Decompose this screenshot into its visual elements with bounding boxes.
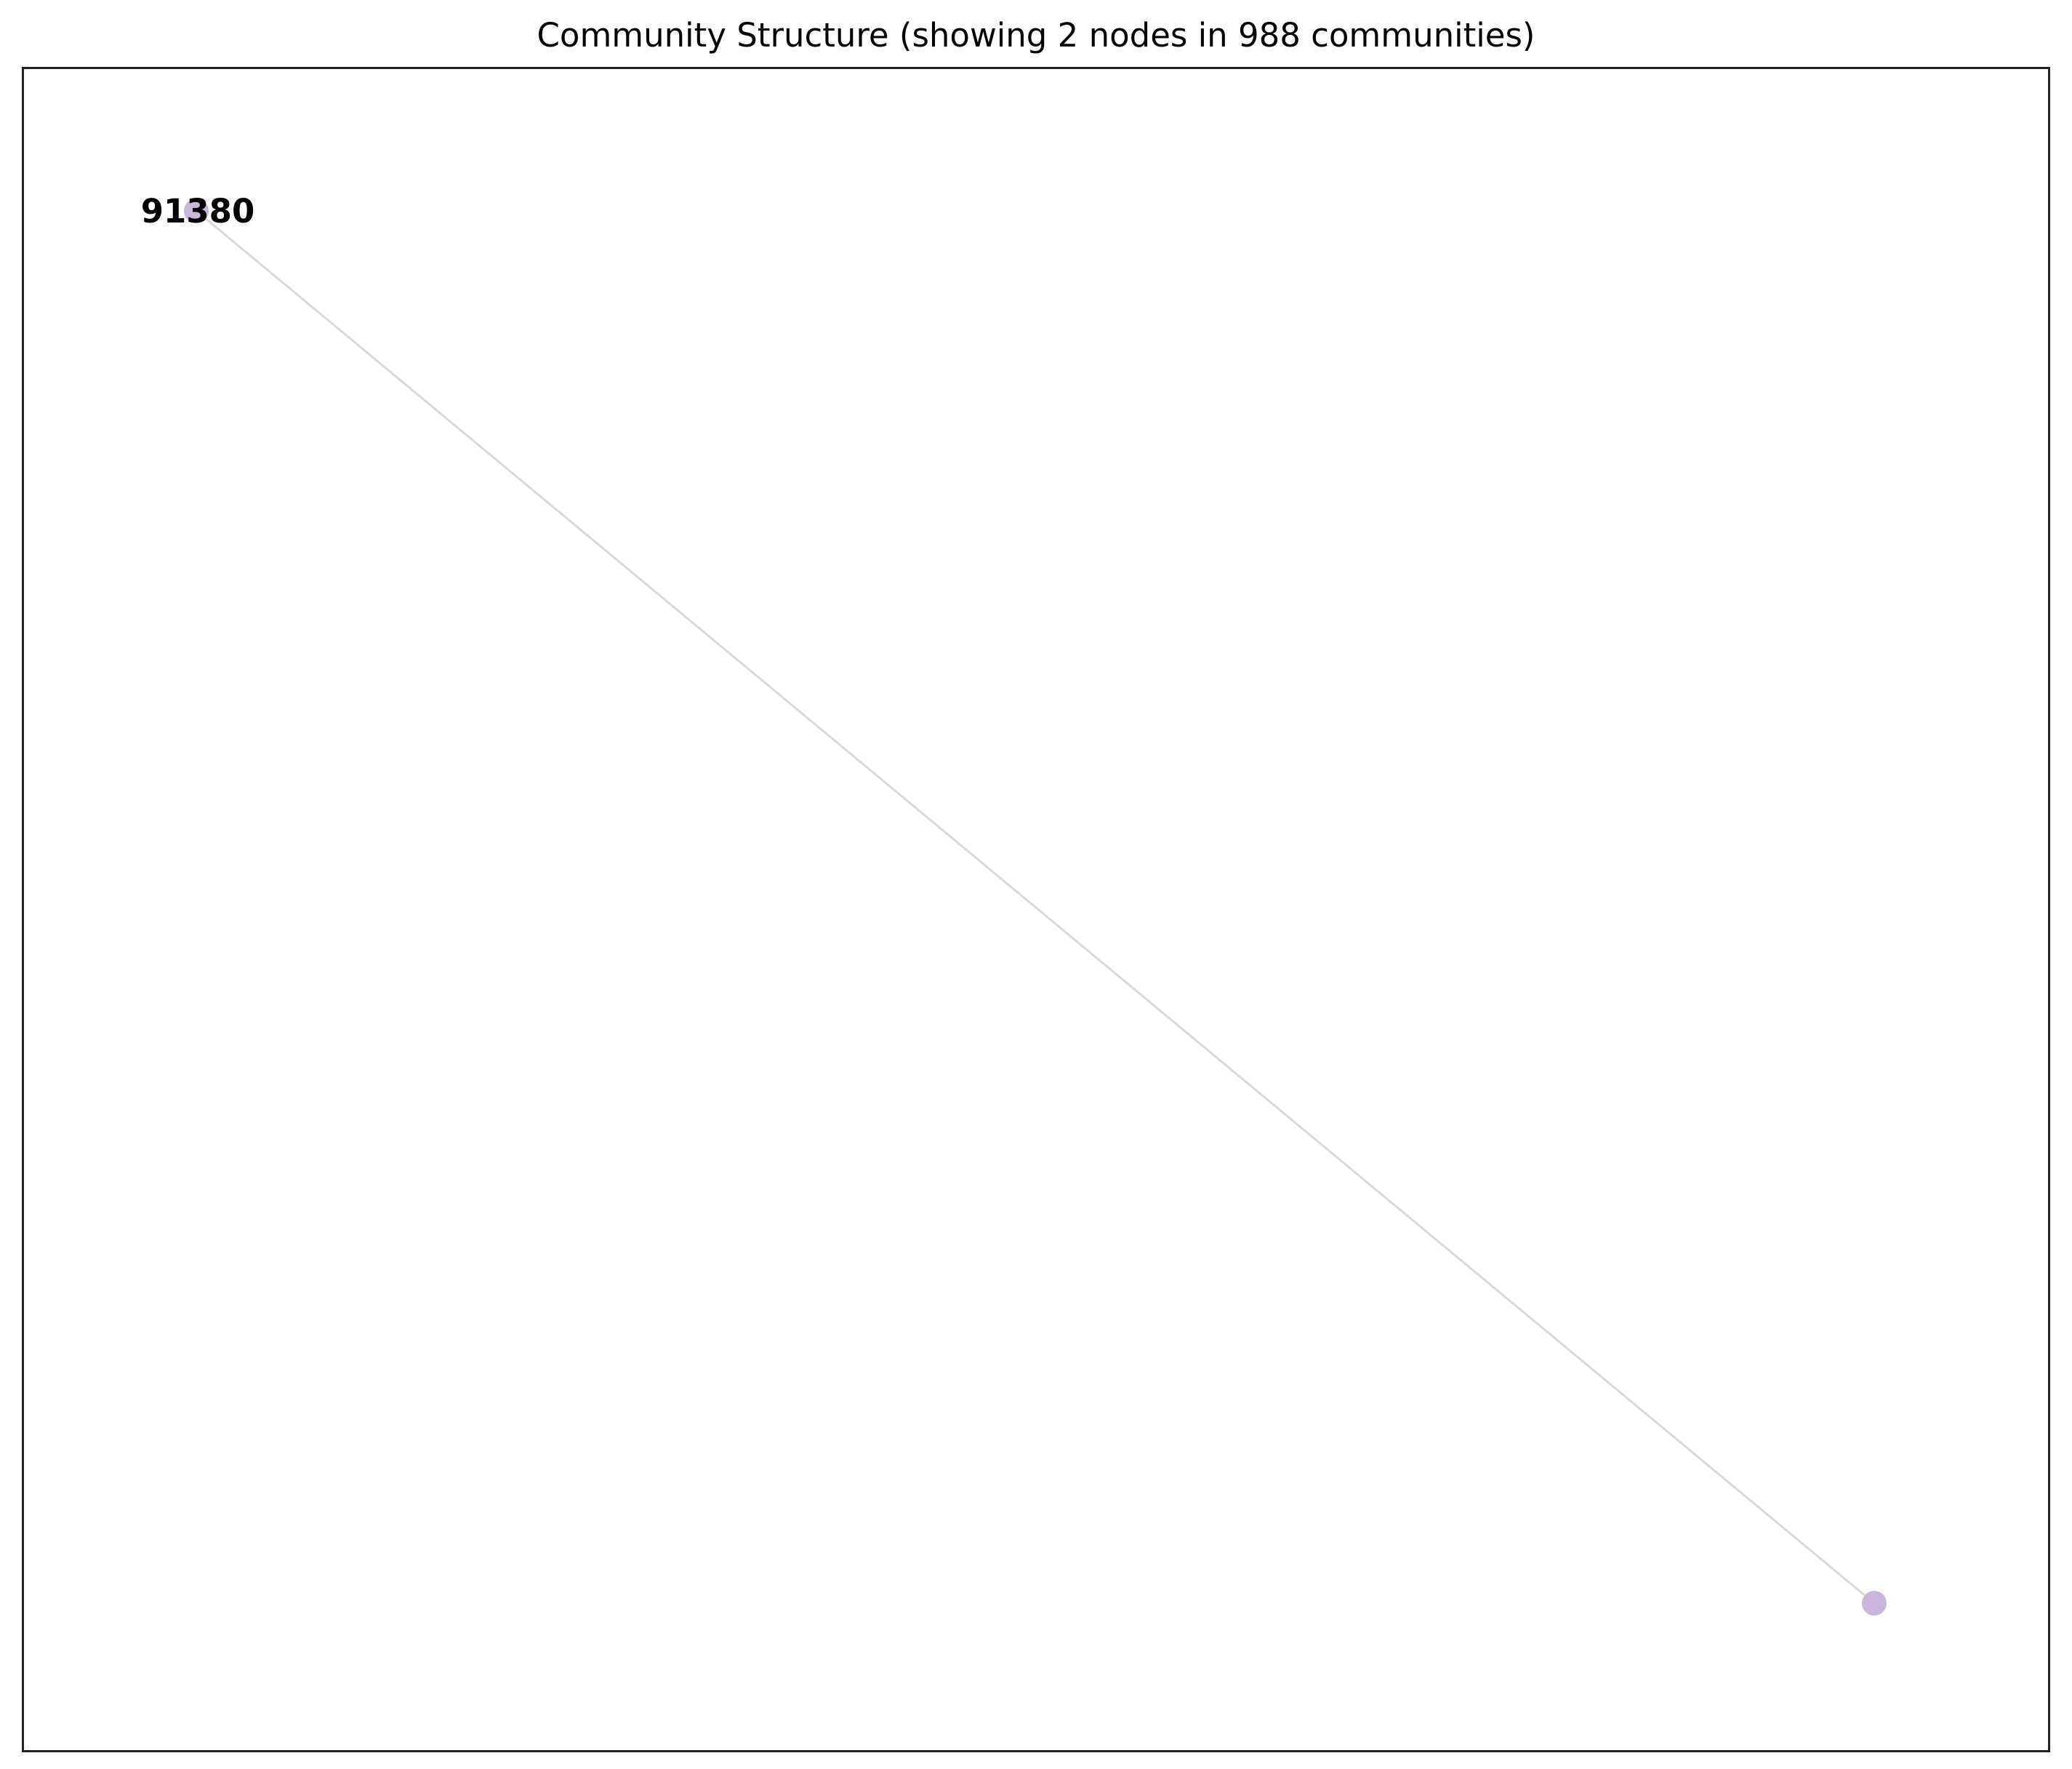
graph-node — [184, 198, 209, 223]
node-label: 91380 — [141, 192, 255, 230]
graph-edge — [196, 209, 1875, 1605]
graph-node — [1862, 1591, 1887, 1616]
graph-title: Community Structure (showing 2 nodes in … — [537, 16, 1535, 55]
plot-frame — [22, 67, 2050, 1752]
